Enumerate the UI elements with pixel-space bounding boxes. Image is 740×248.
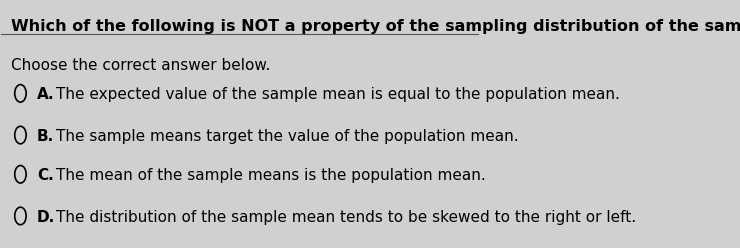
Text: The sample means target the value of the population mean.: The sample means target the value of the… <box>56 129 519 144</box>
Text: The distribution of the sample mean tends to be skewed to the right or left.: The distribution of the sample mean tend… <box>56 210 636 225</box>
Text: The mean of the sample means is the population mean.: The mean of the sample means is the popu… <box>56 168 486 183</box>
Text: A.: A. <box>37 87 55 102</box>
Text: Choose the correct answer below.: Choose the correct answer below. <box>11 58 270 73</box>
Text: The expected value of the sample mean is equal to the population mean.: The expected value of the sample mean is… <box>56 87 620 102</box>
Text: B.: B. <box>37 129 54 144</box>
Text: Which of the following is NOT a property of the sampling distribution of the sam: Which of the following is NOT a property… <box>11 19 740 33</box>
Text: C.: C. <box>37 168 54 183</box>
Text: D.: D. <box>37 210 56 225</box>
